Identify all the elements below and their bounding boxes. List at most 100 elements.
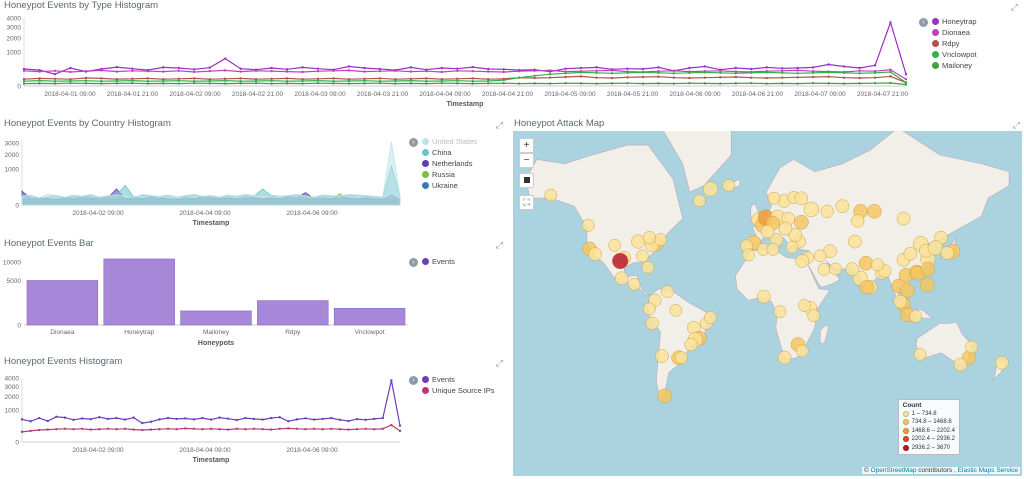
- square-icon: [523, 177, 530, 183]
- world-map[interactable]: [513, 131, 1022, 476]
- zoom-in-button[interactable]: +: [519, 138, 534, 153]
- data-point: [487, 67, 490, 71]
- data-point: [162, 79, 165, 83]
- data-point: [69, 81, 72, 85]
- legend-toggle-icon[interactable]: ›: [919, 18, 928, 27]
- attack-marker: [903, 246, 918, 261]
- attack-marker: [704, 311, 717, 324]
- legend-item[interactable]: Netherlands: [422, 158, 477, 169]
- data-point: [304, 417, 307, 420]
- data-point: [373, 428, 376, 431]
- x-tick-label: 2018-04-04 09:00: [179, 447, 231, 454]
- data-point: [533, 76, 536, 80]
- zoom-out-button[interactable]: −: [519, 153, 534, 168]
- data-point: [270, 77, 273, 80]
- x-tick-label: 2018-04-03 21:00: [357, 91, 409, 98]
- data-point: [287, 427, 290, 430]
- legend-item[interactable]: China: [422, 147, 477, 158]
- data-point: [63, 427, 67, 431]
- data-point: [332, 69, 335, 72]
- data-point: [223, 69, 227, 72]
- data-point: [904, 83, 908, 86]
- data-point: [750, 71, 753, 75]
- attack-marker: [867, 204, 882, 219]
- legend-item[interactable]: Russia: [422, 169, 477, 180]
- ems-link[interactable]: Elastic Maps Service: [957, 467, 1018, 474]
- map-legend-item: 734.8 – 1468.6: [902, 418, 955, 427]
- legend-item[interactable]: Unique Source IPs: [422, 385, 495, 396]
- data-point: [184, 427, 187, 430]
- data-point: [158, 428, 161, 431]
- y-tick-label: 0: [17, 323, 21, 330]
- data-point: [38, 82, 41, 85]
- data-point: [304, 428, 307, 431]
- attack-marker: [742, 248, 755, 262]
- data-point: [842, 82, 846, 85]
- x-tick-label: 2018-04-07 21:00: [857, 91, 909, 98]
- data-point: [719, 69, 722, 72]
- landmass: [663, 131, 732, 193]
- legend-item[interactable]: Mailoney: [932, 60, 977, 71]
- expand-icon[interactable]: ⤢: [1012, 120, 1020, 130]
- data-point: [316, 67, 320, 70]
- legend-item[interactable]: Dionaea: [932, 27, 977, 38]
- data-point: [347, 419, 350, 423]
- legend-item[interactable]: Honeytrap: [932, 16, 977, 27]
- data-point: [355, 428, 359, 431]
- legend-item[interactable]: Events: [422, 374, 495, 385]
- x-tick-label: Honeytrap: [124, 329, 154, 336]
- draw-rectangle-button[interactable]: [519, 173, 534, 188]
- data-point: [235, 427, 238, 431]
- data-point: [595, 71, 598, 75]
- data-point: [641, 82, 645, 85]
- attack-marker: [643, 302, 656, 316]
- data-point: [226, 417, 230, 420]
- data-point: [330, 427, 333, 431]
- legend-item[interactable]: Events: [422, 256, 455, 267]
- attack-marker: [674, 351, 688, 365]
- fit-bounds-button[interactable]: ⛶: [519, 195, 534, 210]
- data-point: [610, 72, 614, 75]
- expand-icon[interactable]: ⤢: [1010, 2, 1018, 12]
- data-point: [100, 77, 103, 80]
- data-point: [146, 79, 149, 83]
- x-axis-title: Timestamp: [193, 220, 230, 227]
- data-point: [53, 77, 57, 80]
- expand-icon[interactable]: ⤢: [495, 240, 503, 250]
- map-legend-title: Count: [902, 401, 922, 409]
- legend-toggle-icon[interactable]: ›: [409, 376, 418, 385]
- data-point: [29, 420, 32, 423]
- legend-toggle-icon[interactable]: ›: [409, 138, 418, 147]
- legend-label: Honeytrap: [942, 17, 977, 26]
- legend-item[interactable]: United States: [422, 136, 477, 147]
- attack-marker: [820, 204, 834, 218]
- map-viewport[interactable]: + − ⛶ Count 1 – 734.8 734.8 – 1468.6 1468.…: [513, 131, 1022, 476]
- legend-toggle-icon[interactable]: ›: [409, 258, 418, 267]
- legend-item[interactable]: Rdpy: [932, 38, 977, 49]
- data-point: [270, 82, 273, 85]
- attack-marker: [669, 303, 683, 317]
- data-point: [873, 69, 877, 73]
- expand-icon[interactable]: ⤢: [495, 120, 503, 130]
- attack-marker: [859, 279, 875, 295]
- legend-swatch: [422, 138, 429, 145]
- attack-marker: [657, 388, 672, 404]
- data-point: [177, 82, 180, 85]
- bar-vnclowpot: [333, 308, 406, 326]
- data-point: [287, 420, 290, 423]
- data-point: [390, 423, 393, 427]
- data-point: [440, 78, 443, 81]
- data-point: [409, 82, 413, 85]
- data-point: [703, 82, 707, 85]
- data-point: [672, 82, 676, 85]
- legend-item[interactable]: Vnclowpot: [932, 49, 977, 60]
- attack-marker: [913, 348, 927, 361]
- data-point: [84, 76, 88, 80]
- expand-icon[interactable]: ⤢: [495, 358, 503, 368]
- data-point: [394, 79, 397, 83]
- legend-item[interactable]: Ukraine: [422, 180, 477, 191]
- osm-link[interactable]: OpenStreetMap: [870, 467, 917, 474]
- x-tick-label: 2018-04-01 09:00: [44, 91, 96, 98]
- data-point: [641, 67, 645, 71]
- attack-marker: [829, 262, 842, 276]
